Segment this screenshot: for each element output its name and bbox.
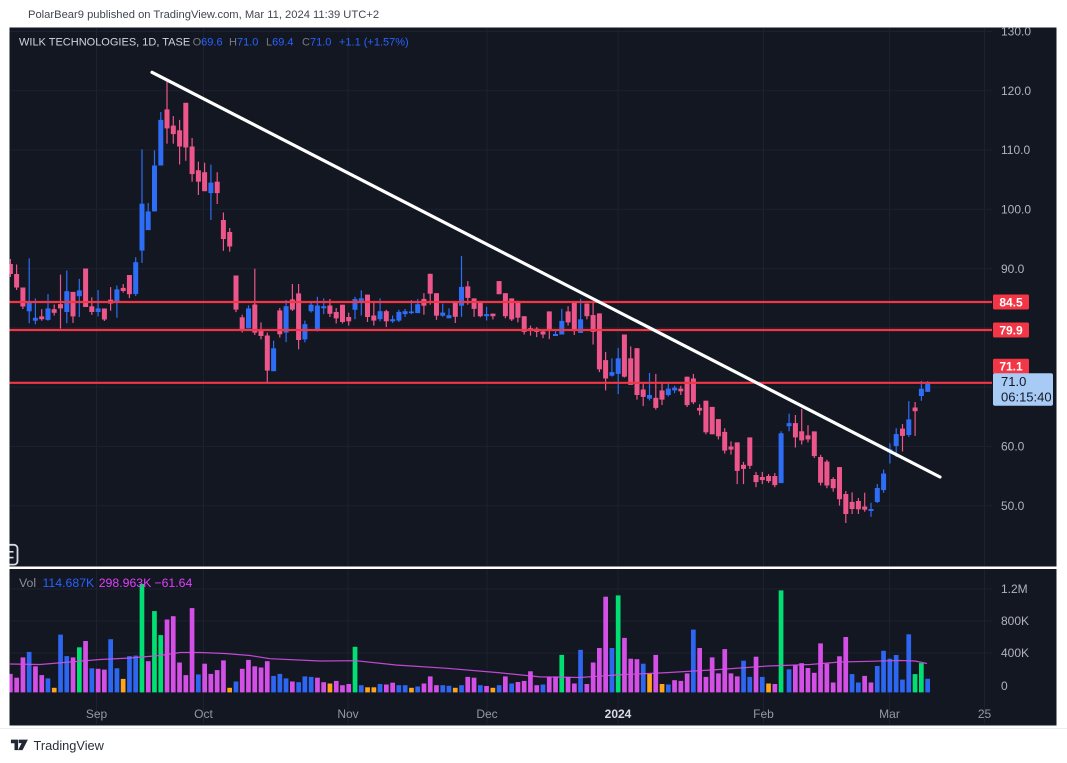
- svg-text:Vol: Vol: [19, 576, 36, 590]
- svg-text:400K: 400K: [1001, 646, 1029, 660]
- svg-text:1.2M: 1.2M: [1001, 582, 1028, 596]
- svg-text:100.0: 100.0: [1001, 203, 1031, 217]
- svg-text:PolarBear9 published on Tradin: PolarBear9 published on TradingView.com,…: [28, 9, 379, 21]
- svg-text:60.0: 60.0: [1001, 440, 1025, 454]
- svg-text:114.687K: 114.687K: [43, 576, 96, 590]
- svg-text:06:15:40: 06:15:40: [1001, 390, 1052, 405]
- svg-text:71.1: 71.1: [999, 360, 1023, 374]
- svg-text:84.5: 84.5: [999, 295, 1023, 309]
- svg-text:Mar: Mar: [879, 707, 900, 721]
- svg-text:71.0: 71.0: [1001, 374, 1026, 389]
- svg-text:Sep: Sep: [86, 707, 108, 721]
- svg-text:Oct: Oct: [194, 707, 213, 721]
- svg-text:−61.64: −61.64: [154, 576, 192, 590]
- svg-text:130.0: 130.0: [1001, 25, 1031, 39]
- svg-text:79.9: 79.9: [999, 323, 1023, 337]
- svg-text:H71.0: H71.0: [229, 37, 258, 49]
- svg-text:2024: 2024: [605, 707, 632, 721]
- svg-text:120.0: 120.0: [1001, 84, 1031, 98]
- svg-text:+1.1 (+1.57%): +1.1 (+1.57%): [339, 37, 409, 49]
- svg-text:L69.4: L69.4: [266, 37, 294, 49]
- svg-text:800K: 800K: [1001, 614, 1029, 628]
- svg-text:WILK TECHNOLOGIES, 1D, TASE: WILK TECHNOLOGIES, 1D, TASE: [19, 37, 190, 49]
- svg-text:25: 25: [978, 707, 992, 721]
- svg-text:Dec: Dec: [476, 707, 497, 721]
- svg-text:90.0: 90.0: [1001, 262, 1025, 276]
- svg-text:Feb: Feb: [753, 707, 774, 721]
- svg-text:50.0: 50.0: [1001, 499, 1025, 513]
- svg-text:298.963K: 298.963K: [99, 576, 152, 590]
- svg-text:O69.6: O69.6: [193, 37, 223, 49]
- svg-text:0: 0: [1001, 679, 1008, 693]
- svg-text:TradingView: TradingView: [34, 738, 105, 753]
- svg-text:C71.0: C71.0: [302, 37, 331, 49]
- svg-text:110.0: 110.0: [1001, 143, 1030, 157]
- svg-text:Nov: Nov: [337, 707, 358, 721]
